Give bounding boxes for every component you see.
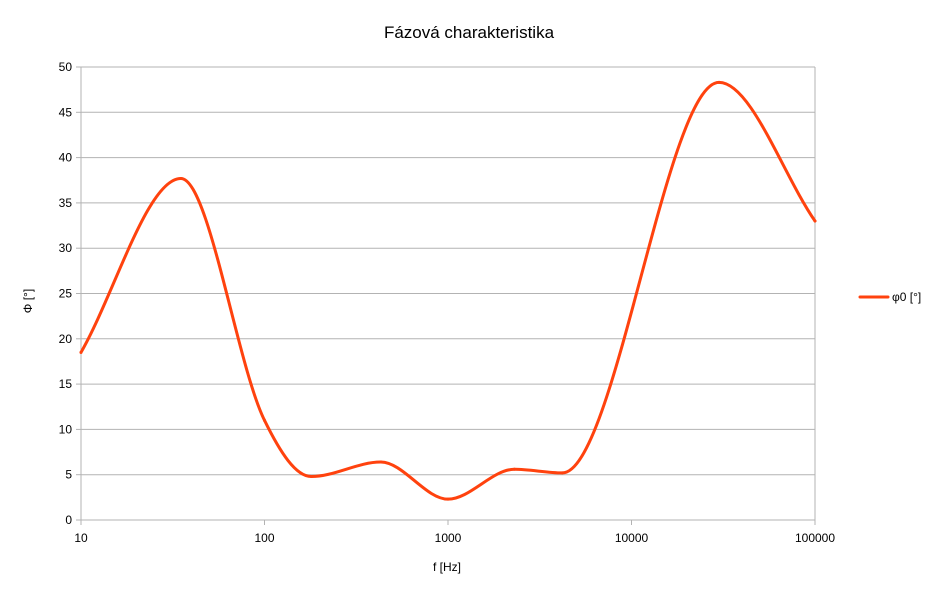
legend-label: φ0 [°]	[892, 290, 921, 304]
y-tick-label: 25	[59, 287, 73, 301]
x-tick-label: 10	[74, 531, 88, 545]
x-tick-label: 10000	[615, 531, 649, 545]
y-tick-label: 50	[59, 60, 73, 74]
data-point	[309, 475, 313, 479]
y-tick-label: 10	[59, 422, 73, 436]
legend: φ0 [°]	[858, 290, 921, 304]
data-point	[179, 176, 183, 180]
y-tick-label: 20	[59, 332, 73, 346]
x-tick-label: 100	[254, 531, 274, 545]
series-layer	[79, 80, 817, 501]
gridlines	[76, 66, 816, 525]
y-tick-label: 35	[59, 196, 73, 210]
x-axis-label: f [Hz]	[433, 560, 461, 574]
y-tick-label: 5	[65, 468, 72, 482]
data-point	[379, 460, 383, 464]
series-line	[79, 80, 817, 501]
y-tick-label: 15	[59, 377, 73, 391]
data-point	[560, 471, 564, 475]
x-tick-label: 100000	[795, 531, 835, 545]
chart-title: Fázová charakteristika	[384, 23, 555, 42]
y-axis-ticks: 0 5 10 15 20 25 30 35 40 45 50	[59, 60, 73, 527]
data-point	[717, 80, 721, 84]
x-axis-ticks: 10 100 1000 10000 100000	[74, 531, 835, 545]
data-point	[263, 418, 266, 422]
y-tick-label: 0	[65, 513, 72, 527]
data-point	[446, 497, 450, 501]
y-tick-label: 45	[59, 105, 73, 119]
x-tick-label: 1000	[435, 531, 462, 545]
y-tick-label: 30	[59, 241, 73, 255]
data-point	[813, 219, 817, 223]
data-point	[512, 467, 516, 471]
y-axis-label: Φ [°]	[21, 289, 35, 313]
y-tick-label: 40	[59, 151, 73, 165]
data-point	[79, 350, 83, 354]
